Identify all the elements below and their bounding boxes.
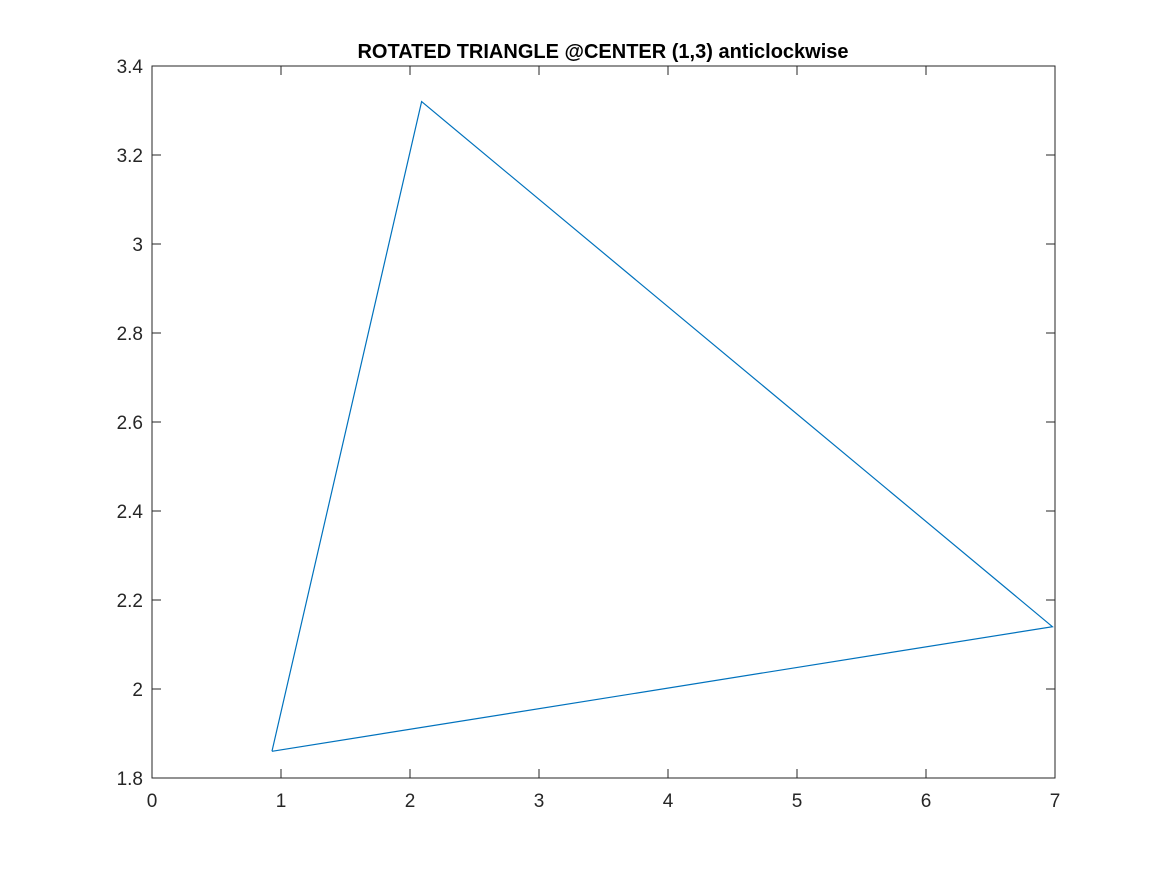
chart-title: ROTATED TRIANGLE @CENTER (1,3) anticlock… [357,41,848,63]
y-tick-label: 3.2 [117,146,143,167]
x-tick-label: 1 [276,791,287,812]
x-tick-label: 3 [534,791,545,812]
y-tick-label: 2.8 [117,324,143,345]
triangle-series-line [271,100,1054,752]
plot-area: 0 1 2 3 4 5 6 7 1.8 2 2.2 2.4 2.6 2.8 3 3.2 3.4 [117,57,1061,812]
y-tick-label: 3 [132,235,143,256]
y-tick-label: 1.8 [117,769,143,790]
x-tick-label: 0 [147,791,158,812]
y-tick-label: 3.4 [117,57,144,78]
x-tick-label: 7 [1050,791,1061,812]
y-tick-label: 2.4 [117,502,144,523]
y-tick-label: 2.2 [117,591,143,612]
x-tick-label: 5 [792,791,803,812]
x-tick-label: 4 [663,791,674,812]
y-tick-label: 2.6 [117,413,143,434]
x-tick-label: 6 [921,791,932,812]
axes-box [151,65,1056,779]
y-tick-label: 2 [132,680,143,701]
x-tick-label: 2 [405,791,416,812]
